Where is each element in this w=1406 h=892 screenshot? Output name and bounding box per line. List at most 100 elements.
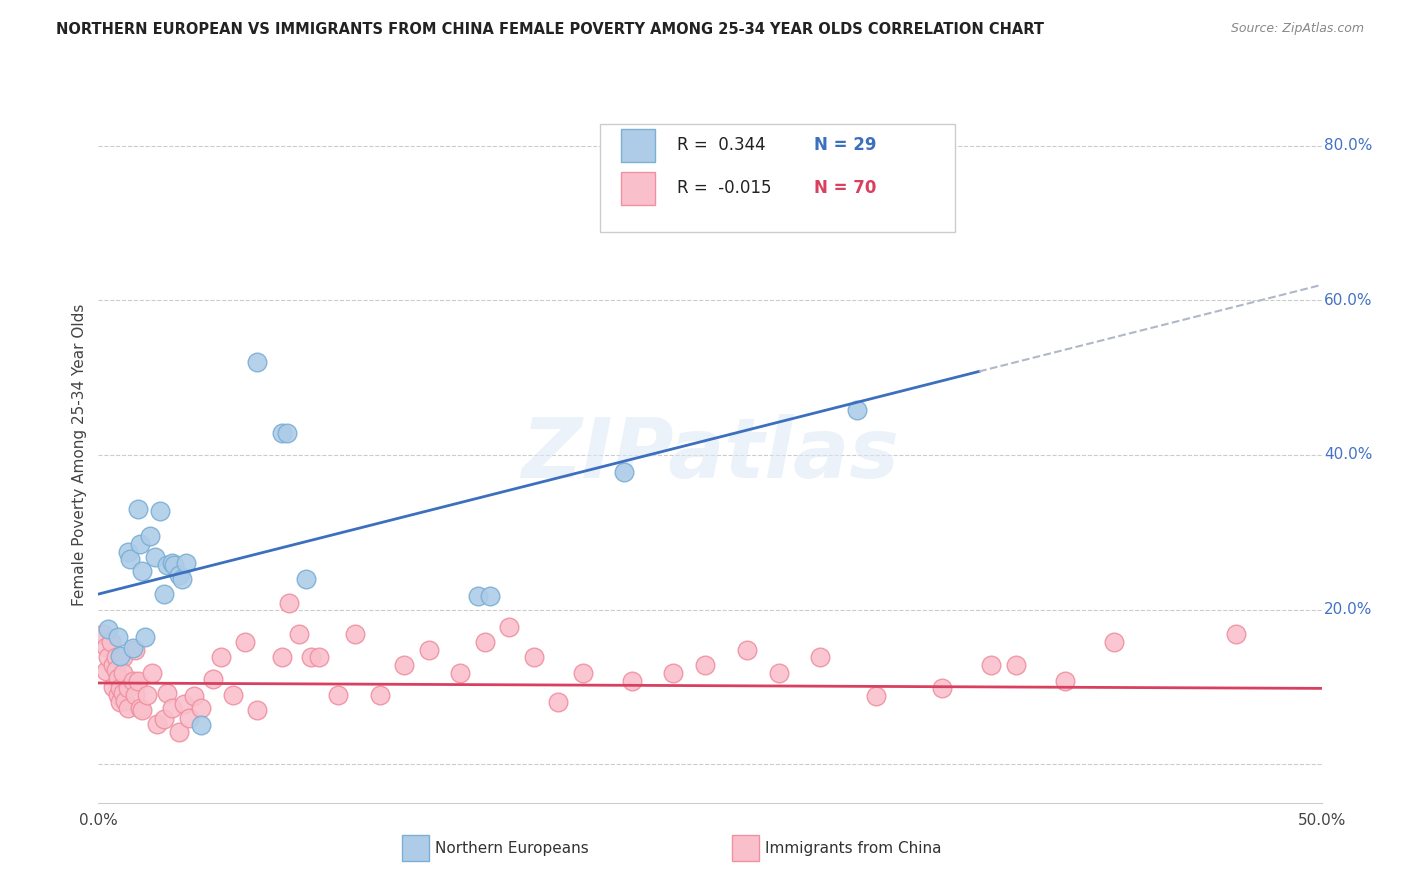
Point	[328, 688, 350, 702]
Text: 60.0%: 60.0%	[1324, 293, 1372, 308]
Point	[202, 672, 225, 686]
Point	[276, 426, 298, 441]
Point	[153, 712, 176, 726]
Point	[474, 635, 496, 649]
Point	[134, 630, 156, 644]
Point	[662, 665, 685, 680]
Point	[160, 701, 183, 715]
Point	[117, 544, 139, 558]
Point	[190, 718, 212, 732]
Point	[768, 665, 790, 680]
Point	[141, 665, 163, 680]
Point	[104, 663, 127, 677]
Point	[153, 587, 176, 601]
Point	[368, 688, 391, 702]
Point	[107, 671, 129, 685]
Point	[124, 642, 146, 657]
Point	[176, 556, 198, 570]
Text: R =  0.344: R = 0.344	[678, 136, 766, 154]
Point	[183, 689, 205, 703]
Point	[97, 622, 120, 636]
Point	[163, 558, 186, 572]
FancyBboxPatch shape	[600, 124, 955, 232]
Point	[222, 688, 245, 702]
Point	[209, 650, 232, 665]
Point	[129, 537, 152, 551]
Y-axis label: Female Poverty Among 25-34 Year Olds: Female Poverty Among 25-34 Year Olds	[72, 304, 87, 606]
Point	[111, 665, 134, 680]
Point	[177, 711, 200, 725]
Point	[127, 502, 149, 516]
Point	[146, 717, 169, 731]
Bar	[402, 835, 429, 862]
Point	[101, 658, 124, 673]
Point	[120, 552, 142, 566]
Point	[110, 681, 132, 696]
Point	[1004, 658, 1026, 673]
Point	[121, 641, 143, 656]
Bar	[620, 172, 655, 205]
Point	[418, 642, 440, 657]
Point	[467, 589, 489, 603]
Point	[167, 724, 190, 739]
Point	[270, 650, 294, 665]
Point	[117, 681, 139, 696]
Point	[111, 650, 134, 665]
Text: N = 70: N = 70	[814, 179, 876, 197]
Point	[1053, 673, 1076, 688]
Text: ZIPatlas: ZIPatlas	[522, 415, 898, 495]
Point	[143, 549, 166, 564]
Text: 80.0%: 80.0%	[1324, 138, 1372, 153]
Point	[620, 673, 643, 688]
Text: 40.0%: 40.0%	[1324, 448, 1372, 462]
Point	[695, 658, 717, 673]
Point	[735, 642, 758, 657]
Point	[613, 465, 636, 479]
Point	[114, 694, 136, 708]
Point	[131, 703, 153, 717]
Point	[107, 630, 129, 644]
Point	[136, 688, 159, 702]
Text: Source: ZipAtlas.com: Source: ZipAtlas.com	[1230, 22, 1364, 36]
Point	[91, 627, 114, 641]
Point	[246, 355, 269, 369]
Bar	[733, 835, 759, 862]
Point	[124, 688, 146, 702]
Text: NORTHERN EUROPEAN VS IMMIGRANTS FROM CHINA FEMALE POVERTY AMONG 25-34 YEAR OLDS : NORTHERN EUROPEAN VS IMMIGRANTS FROM CHI…	[56, 22, 1045, 37]
Point	[100, 635, 122, 649]
Point	[97, 650, 120, 665]
Point	[572, 665, 595, 680]
Point	[498, 619, 520, 633]
Point	[547, 695, 569, 709]
Point	[392, 658, 416, 673]
Point	[110, 695, 132, 709]
Point	[478, 589, 501, 603]
Bar	[620, 128, 655, 162]
Point	[107, 688, 129, 702]
Point	[117, 701, 139, 715]
Point	[111, 686, 134, 700]
Point	[129, 701, 152, 715]
Point	[278, 596, 301, 610]
Text: Immigrants from China: Immigrants from China	[765, 840, 942, 855]
Point	[233, 635, 256, 649]
Point	[160, 556, 183, 570]
Point	[845, 403, 868, 417]
Point	[450, 665, 472, 680]
Point	[127, 673, 149, 688]
Point	[110, 648, 132, 663]
Point	[931, 681, 953, 696]
Point	[523, 650, 546, 665]
Point	[1225, 627, 1247, 641]
Point	[149, 503, 172, 517]
Point	[808, 650, 831, 665]
Point	[308, 650, 330, 665]
Point	[94, 640, 117, 654]
Point	[167, 567, 190, 582]
Text: R =  -0.015: R = -0.015	[678, 179, 772, 197]
Point	[131, 564, 153, 578]
Point	[865, 689, 887, 703]
Point	[139, 529, 162, 543]
Point	[156, 558, 179, 572]
Point	[246, 703, 269, 717]
